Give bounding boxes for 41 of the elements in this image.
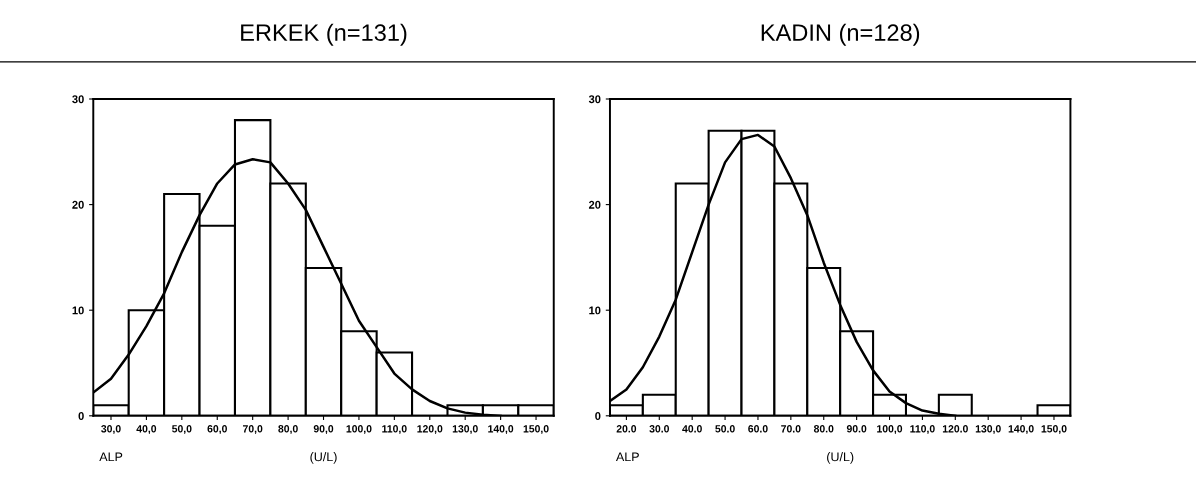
x-tick-label: 100,0 bbox=[877, 425, 903, 434]
x-tick-label: 50,0 bbox=[172, 425, 192, 434]
x-tick-label: 90.0 bbox=[846, 425, 867, 433]
text: ALP bbox=[615, 452, 639, 462]
y-tick-label: 10 bbox=[72, 306, 84, 315]
x-tick-label: 140,0 bbox=[1008, 425, 1034, 434]
x-tick-label: 150,0 bbox=[523, 425, 549, 434]
x-tick-label: 90,0 bbox=[313, 425, 334, 434]
x-tick-label: 20.0 bbox=[616, 425, 637, 433]
x-tick-label: 30,0 bbox=[101, 425, 121, 434]
y-tick-label: 20 bbox=[588, 200, 601, 209]
x-tick-label: 70.0 bbox=[781, 425, 801, 433]
x-tick-label: 40,0 bbox=[136, 425, 157, 434]
y-tick-label: 30 bbox=[588, 95, 601, 104]
y-tick-label: 0 bbox=[78, 412, 84, 420]
x-tick-label: 110,0 bbox=[910, 425, 935, 434]
y-tick-label: 30 bbox=[72, 95, 84, 104]
x-axis-title: (U/L) bbox=[310, 452, 337, 464]
x-tick-label: 100,0 bbox=[346, 425, 372, 434]
x-tick-label: 150,0 bbox=[1041, 425, 1067, 434]
x-tick-label: 80.0 bbox=[813, 425, 834, 433]
x-tick-label: 120.0 bbox=[942, 425, 968, 433]
x-axis-title: (U/L) bbox=[827, 452, 854, 464]
x-tick-label: 130,0 bbox=[452, 425, 478, 434]
x-tick-label: 80,0 bbox=[278, 425, 298, 434]
x-tick-label: 60,0 bbox=[207, 425, 227, 434]
chart-title: ERKEK (n=131) bbox=[241, 23, 407, 46]
x-tick-label: 70,0 bbox=[242, 425, 263, 434]
text: ALP bbox=[99, 452, 123, 462]
x-tick-label: 30.0 bbox=[649, 425, 670, 433]
y-tick-label: 20 bbox=[72, 200, 84, 209]
x-tick-label: 130,0 bbox=[975, 425, 1001, 434]
x-tick-label: 50.0 bbox=[715, 425, 735, 433]
x-tick-label: 140,0 bbox=[488, 425, 514, 434]
x-tick-label: 40.0 bbox=[682, 425, 702, 433]
y-tick-label: 0 bbox=[595, 412, 601, 420]
chart-title: KADIN (n=128) bbox=[761, 23, 920, 46]
x-tick-label: 60.0 bbox=[748, 425, 768, 433]
y-tick-label: 10 bbox=[589, 306, 601, 315]
x-tick-label: 120,0 bbox=[417, 425, 443, 434]
x-tick-label: 110,0 bbox=[382, 425, 407, 434]
